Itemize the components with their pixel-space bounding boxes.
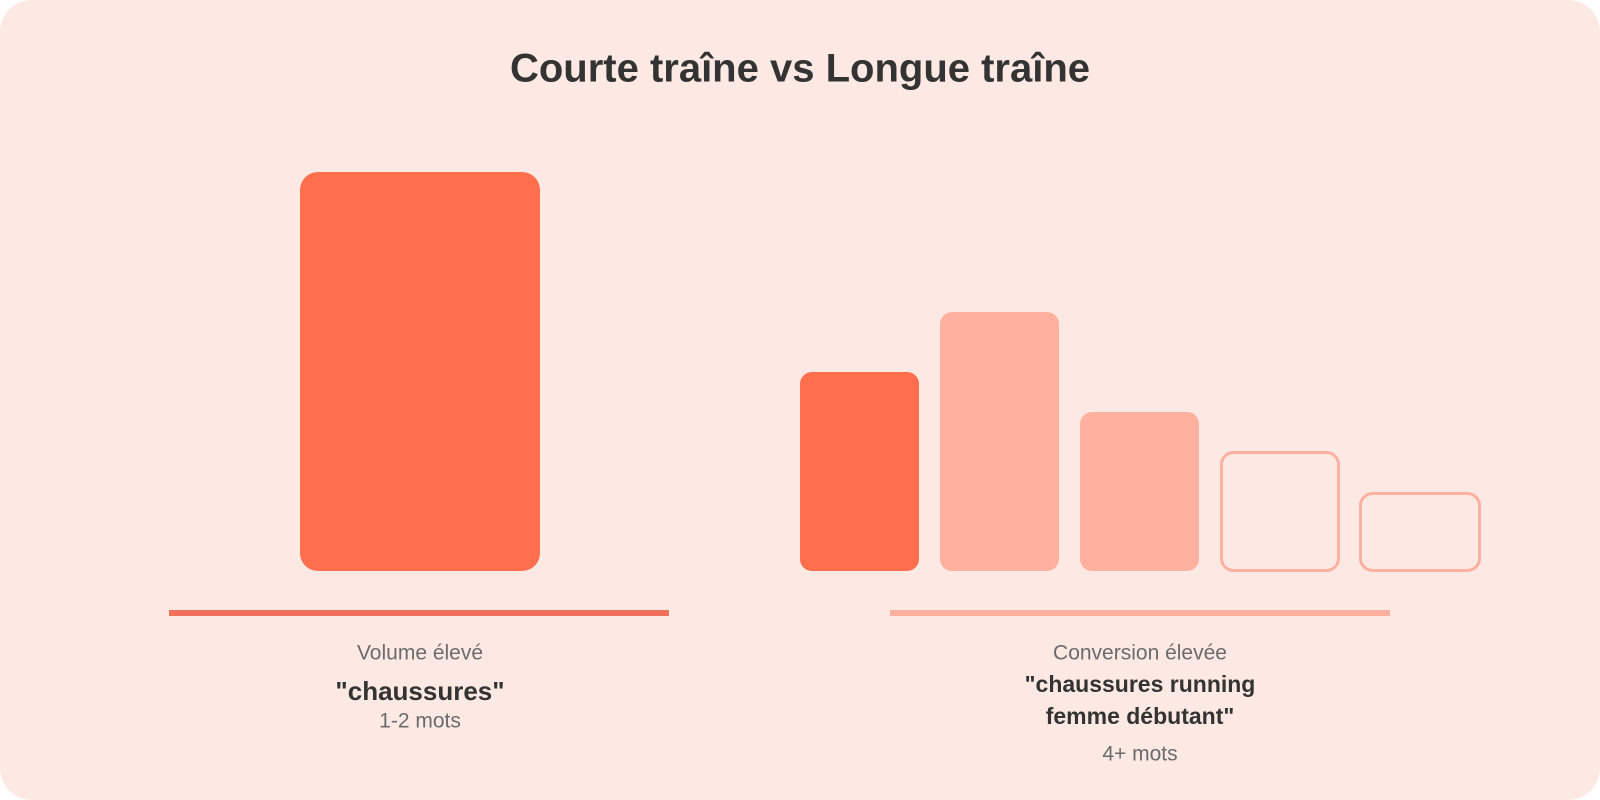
short-tail-example: "chaussures": [335, 676, 504, 706]
short-tail-label: Volume élevé: [357, 642, 483, 665]
long-tail-bar: [1080, 412, 1199, 571]
long-tail-bar-outline: [1220, 451, 1340, 572]
long-tail-bar: [800, 372, 919, 571]
long-tail-bar-outline: [1359, 492, 1481, 572]
long-tail-bar: [940, 312, 1059, 571]
title: Courte traîne vs Longue traîne: [510, 47, 1090, 91]
long-tail-example: "chaussures running: [1025, 671, 1256, 697]
long-tail-label: Conversion élevée: [1053, 642, 1227, 665]
long-tail-baseline: [890, 610, 1390, 616]
long-tail-example: femme débutant": [1046, 703, 1235, 729]
long-tail-words: 4+ mots: [1102, 743, 1177, 766]
short-tail-bar: [300, 172, 540, 571]
short-tail-baseline: [169, 610, 669, 616]
short-tail-words: 1-2 mots: [379, 710, 461, 733]
